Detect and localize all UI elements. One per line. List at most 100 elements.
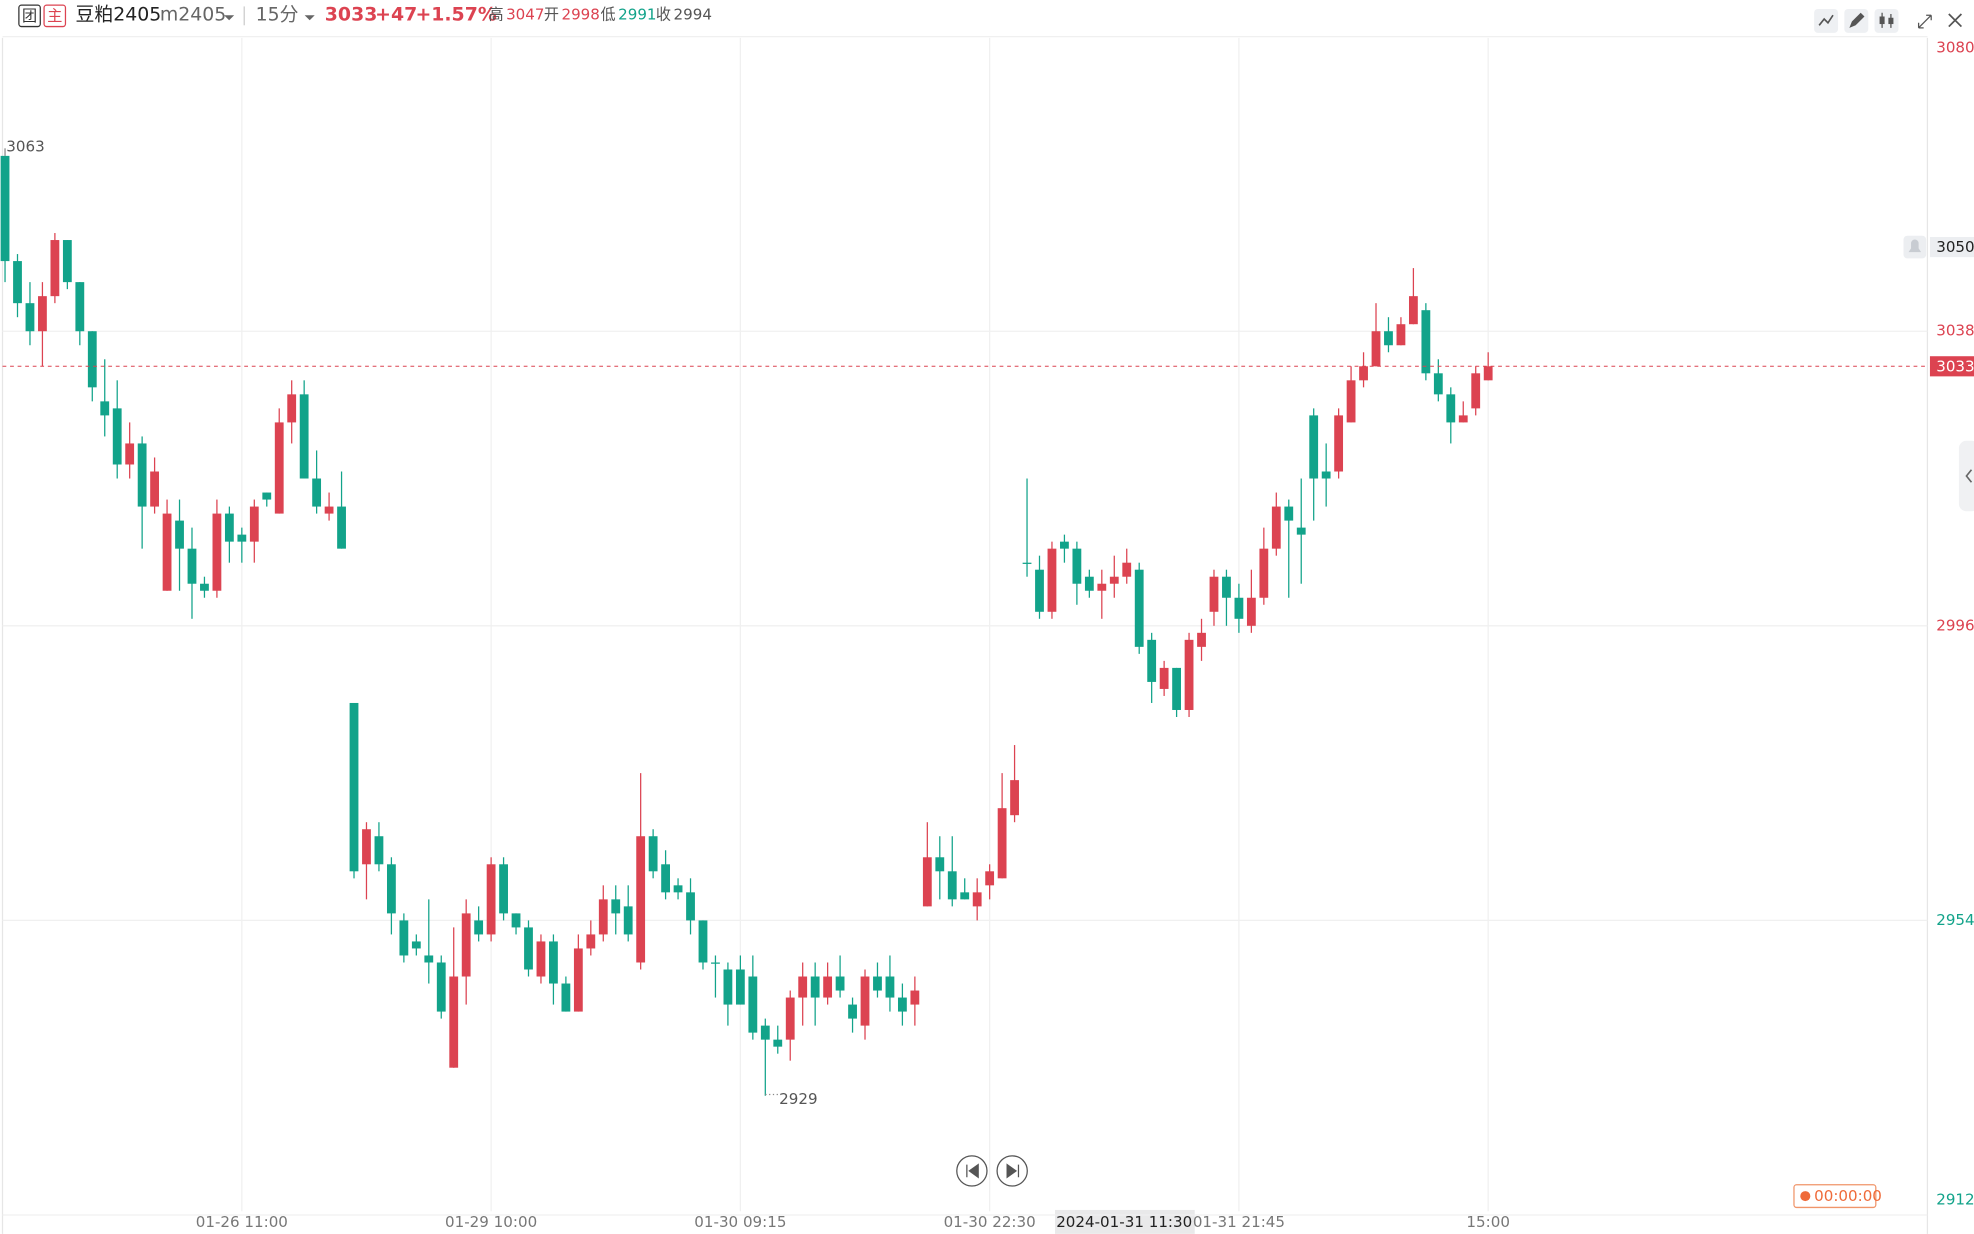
candle-body xyxy=(299,394,309,479)
candle-body xyxy=(1296,527,1306,535)
candle-body xyxy=(636,836,646,963)
candle-body xyxy=(349,702,359,872)
candle-body xyxy=(1483,366,1493,381)
candle-button[interactable] xyxy=(1874,8,1899,33)
candle-body xyxy=(1458,415,1468,423)
y-tick-label: 2912 xyxy=(1936,1190,1974,1208)
candle-body xyxy=(873,976,882,991)
next-icon xyxy=(1006,1163,1020,1179)
candle-icon xyxy=(1888,17,1894,25)
min-label: 2929 xyxy=(779,1090,817,1108)
prev-icon xyxy=(966,1163,979,1179)
candle-body xyxy=(848,1004,857,1019)
symbol-code[interactable]: m2405 xyxy=(160,4,226,26)
candle-body xyxy=(1271,506,1281,549)
timer-icon xyxy=(1800,1191,1811,1202)
candle-body xyxy=(187,548,197,584)
candle-body xyxy=(212,513,222,591)
candle-body xyxy=(748,976,758,1033)
candle-body xyxy=(511,913,521,928)
current-price-box xyxy=(1929,356,1974,377)
candle-body xyxy=(1184,639,1194,710)
candle-body xyxy=(785,997,795,1040)
candle-body xyxy=(25,303,35,332)
dropdown-arrow[interactable] xyxy=(304,15,315,21)
candle-body xyxy=(224,513,234,542)
candle-body xyxy=(424,955,434,963)
header: 团 主 豆粕2405 m2405 15分 3033 +47 +1.57% 高 3… xyxy=(18,4,712,28)
candle-body xyxy=(436,962,446,1012)
interval[interactable]: 15分 xyxy=(256,4,299,26)
symbol-name[interactable]: 豆粕2405 xyxy=(76,4,162,26)
candle-body xyxy=(1097,583,1107,591)
timer: 00:00:00 xyxy=(1814,1187,1882,1205)
candle-body xyxy=(125,443,135,465)
candle-body xyxy=(87,331,97,388)
candle-body xyxy=(922,857,932,907)
candle-body xyxy=(337,506,346,549)
y-tick-label: 3080 xyxy=(1936,38,1974,56)
candle-body xyxy=(1284,506,1294,521)
candle-body xyxy=(137,443,147,507)
badge-box xyxy=(43,4,67,28)
candle-body xyxy=(1035,569,1044,612)
x-tick-label: 01-31 21:45 xyxy=(1193,1213,1285,1231)
candle-body xyxy=(262,492,272,500)
x-tick-label: 01-26 11:00 xyxy=(196,1213,288,1231)
candle-body xyxy=(997,808,1007,879)
crosshair-time-box xyxy=(1054,1209,1195,1234)
candle-body xyxy=(611,899,621,914)
y-tick-label: 3038 xyxy=(1936,322,1974,340)
candle-body xyxy=(798,976,808,998)
dropdown-arrow[interactable] xyxy=(224,15,235,21)
candle-body xyxy=(1446,394,1456,423)
candle-body xyxy=(985,871,995,886)
candle-body xyxy=(1371,331,1381,367)
candle-body xyxy=(686,892,695,921)
candle-body xyxy=(910,990,920,1005)
candle-body xyxy=(549,941,558,984)
x-tick-label: 01-29 10:00 xyxy=(445,1213,537,1231)
candle-body xyxy=(1109,576,1119,584)
candle-body xyxy=(162,513,172,591)
candle-body xyxy=(598,899,608,935)
side-tab-icon xyxy=(1965,469,1973,483)
candle-body xyxy=(1346,380,1356,423)
change-pct: +1.57% xyxy=(415,4,496,26)
candle-body xyxy=(823,976,833,998)
candle-body xyxy=(486,864,496,935)
fullscreen-icon xyxy=(1917,14,1932,29)
candle-body xyxy=(1234,597,1244,619)
candle-body xyxy=(1197,632,1206,647)
alert-price-label: 3050 xyxy=(1936,238,1974,256)
close-label: 收 xyxy=(656,6,671,24)
timer-box xyxy=(1793,1184,1877,1209)
close-icon xyxy=(1948,13,1963,28)
candle-body xyxy=(50,240,60,297)
candle-body xyxy=(1421,310,1431,374)
candle-body xyxy=(1172,667,1182,710)
candle-body xyxy=(1147,639,1157,682)
candle-body xyxy=(150,471,160,507)
indicator-icon xyxy=(1818,14,1834,26)
y-tick-label: 2954 xyxy=(1936,911,1974,929)
open-value: 2998 xyxy=(561,6,599,24)
candle-body xyxy=(287,394,297,423)
badge-box xyxy=(18,4,41,28)
candle-body xyxy=(711,962,720,964)
y-tick-label: 2996 xyxy=(1936,616,1974,634)
candle-body xyxy=(773,1039,783,1047)
candle-body xyxy=(474,920,484,935)
candle-body xyxy=(399,920,409,956)
x-tick-label: 01-30 09:15 xyxy=(694,1213,786,1231)
candle-body xyxy=(1209,576,1219,612)
candle-body xyxy=(1334,415,1344,472)
candle-body xyxy=(698,920,708,963)
candle-body xyxy=(249,506,259,542)
candle-body xyxy=(1309,415,1319,479)
crosshair-time: 2024-01-31 11:30 xyxy=(1056,1213,1192,1231)
candle-body xyxy=(62,240,72,283)
candle-body xyxy=(735,969,745,1005)
candle-body xyxy=(499,864,508,914)
candle-body xyxy=(411,941,421,949)
